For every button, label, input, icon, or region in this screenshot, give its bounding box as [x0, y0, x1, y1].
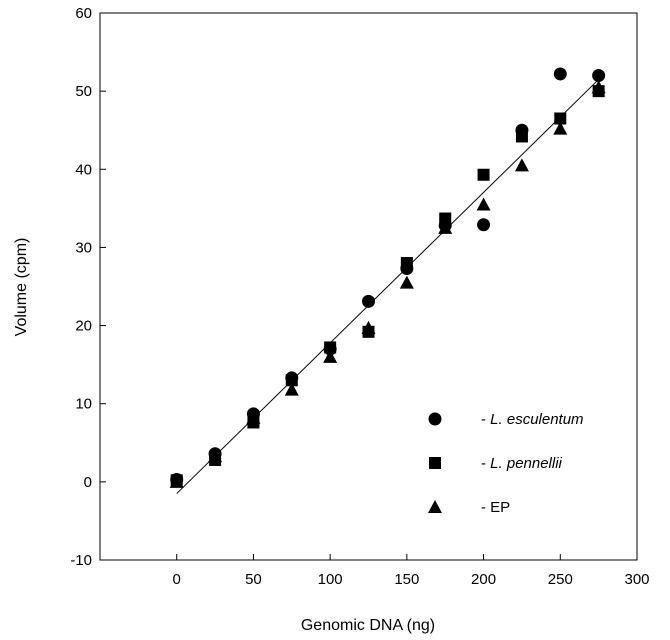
plot-border	[99, 12, 638, 561]
x-tick-label: 250	[548, 571, 573, 588]
data-point-triangle	[476, 197, 491, 211]
legend-marker-triangle	[428, 500, 442, 513]
data-point-square	[324, 341, 337, 354]
x-tick-label: 0	[173, 571, 181, 588]
y-tick-label: 10	[75, 396, 92, 413]
y-tick-label: 50	[75, 83, 92, 100]
tick-labels: 0 50 100 150 200 250 300 -10 0 10 20 30 40 50 60	[70, 5, 649, 588]
data-point-triangle	[323, 349, 338, 363]
x-tick-label: 100	[318, 571, 343, 588]
data-point-circle	[362, 294, 375, 308]
x-tick-label: 50	[245, 571, 262, 588]
data-point-circle	[477, 218, 491, 232]
data-point-square	[515, 130, 528, 143]
data-point-square	[285, 374, 298, 387]
data-point-triangle	[514, 158, 529, 172]
legend: - L. esculentum - L. pennellii - EP	[428, 411, 584, 516]
regression-line	[176, 79, 599, 494]
x-axis-label: Genomic DNA (ng)	[301, 617, 435, 634]
data-point-circle	[592, 69, 606, 83]
legend-marker-circle	[428, 412, 442, 426]
legend-label: - L. esculentum	[481, 411, 584, 428]
data-point-triangle	[553, 121, 568, 135]
legend-label: - EP	[481, 499, 510, 516]
x-tick-label: 150	[394, 571, 419, 588]
y-axis-label: Volume (cpm)	[13, 238, 30, 337]
y-tick-label: 40	[75, 161, 92, 178]
y-tick-label: 0	[84, 474, 92, 491]
y-tick-label: 60	[75, 5, 92, 22]
y-tick-label: -10	[70, 552, 92, 569]
data-point-triangle	[591, 80, 606, 94]
data-points	[169, 67, 606, 488]
x-tick-label: 200	[471, 571, 496, 588]
data-point-triangle	[361, 320, 376, 334]
data-point-square	[400, 257, 413, 270]
y-tick-label: 20	[75, 318, 92, 335]
data-point-square	[439, 212, 452, 225]
data-point-square	[554, 112, 567, 125]
data-point-triangle	[169, 474, 184, 488]
data-point-triangle	[284, 382, 299, 396]
legend-label: - L. pennellii	[481, 455, 563, 472]
data-point-circle	[553, 67, 567, 81]
data-point-triangle	[399, 275, 414, 289]
y-tick-label: 30	[75, 239, 92, 256]
data-point-triangle	[246, 410, 261, 424]
data-point-square	[477, 168, 490, 181]
axis-ticks	[100, 12, 638, 561]
x-tick-label: 300	[624, 571, 649, 588]
data-point-triangle	[208, 449, 223, 463]
plot-frame	[99, 12, 638, 561]
data-point-triangle	[438, 220, 453, 234]
legend-marker-square	[429, 457, 441, 469]
